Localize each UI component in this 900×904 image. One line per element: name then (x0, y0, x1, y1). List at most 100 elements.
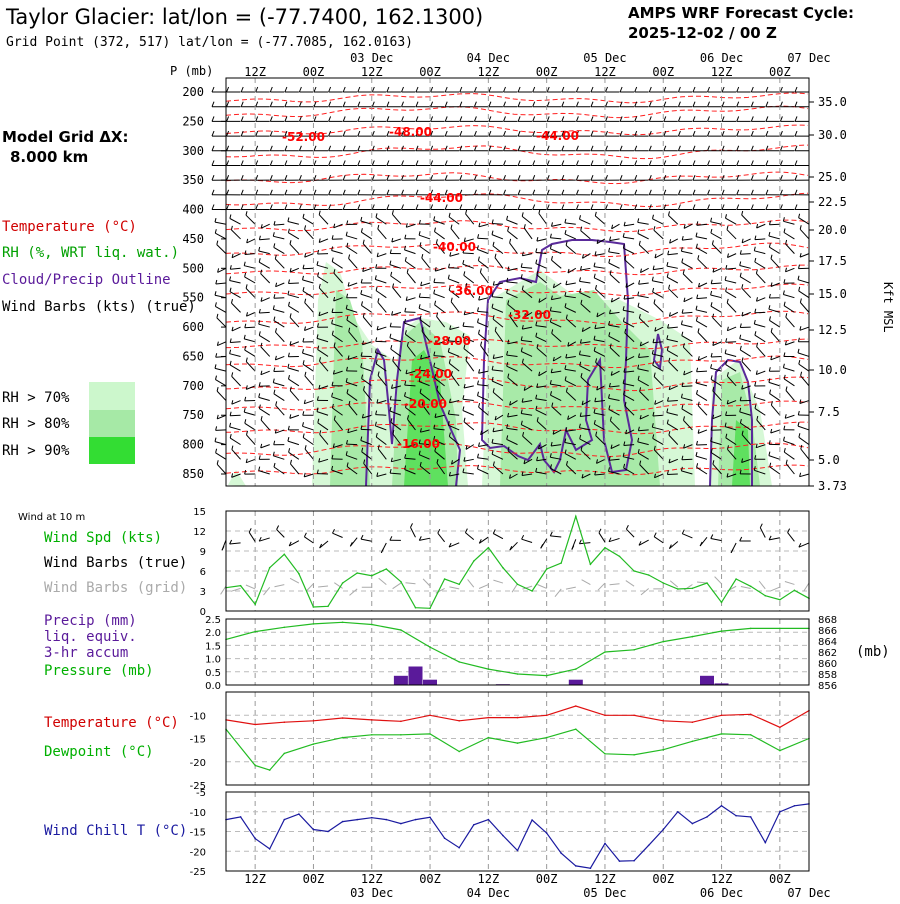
wind-barb-flag (784, 229, 785, 233)
wind-barb-flag (244, 408, 245, 412)
wind-barb-staff (347, 444, 358, 445)
wind-barb-flag (256, 131, 258, 136)
wind-barb-flag (504, 205, 506, 210)
wind-barb-staff (784, 379, 794, 386)
wind-barb-flag (620, 190, 622, 195)
wind-barb-flag (288, 437, 289, 441)
wind-barb-flag (460, 161, 462, 166)
wind-barb-flag (460, 87, 462, 92)
wind-chill-line-point (371, 817, 373, 819)
wind-barb-flag (376, 287, 377, 291)
wind-barb-staff (595, 216, 605, 224)
wind-barb-flag (303, 276, 304, 280)
wind-barb-staff (711, 356, 721, 357)
temp-label: -24.00 (409, 367, 452, 381)
wind-barb-flag (780, 116, 782, 121)
wind-barb-flag (795, 205, 797, 210)
height-tick: 12.5 (818, 323, 847, 337)
wind-barb-staff (361, 232, 371, 239)
wind-barb-flag (799, 433, 800, 437)
dewpoint-line-point (604, 753, 606, 755)
wind-barb-flag (274, 368, 275, 372)
temperature-line-point (546, 715, 548, 717)
wind-barb-flag (463, 322, 464, 326)
wind-barb-staff (799, 437, 809, 444)
temperature-line-point (313, 720, 315, 722)
wind-barb-flag (463, 260, 464, 264)
wind-barb-staff (288, 222, 299, 225)
bottom-time-tick: 12Z (711, 872, 733, 886)
wind-barb-flag (416, 87, 418, 92)
wind-barb-staff (800, 229, 809, 239)
wind-barb-flag (708, 102, 710, 107)
wind-barb-flag (784, 302, 785, 306)
wind-barb-flag (755, 382, 756, 386)
temperature-line-point (517, 717, 519, 719)
wind-barb-flag (245, 273, 246, 277)
grid-barb (626, 581, 634, 587)
wind-barb-flag (562, 190, 564, 195)
wind-barb-staff (711, 295, 722, 298)
pressure-line-point (371, 624, 373, 626)
wind-barb-staff (800, 327, 809, 330)
wind-barb-staff (798, 353, 809, 357)
wind-chill-line-point (254, 838, 256, 840)
precip-y-axis: 2.52.01.51.00.50.0 (205, 615, 221, 692)
wind-barb-staff (492, 235, 503, 239)
height-tick: 25.0 (818, 170, 847, 184)
wind-panel-label: Wind at 10 m (18, 512, 85, 523)
wind-barb-staff (259, 335, 269, 341)
wind-barb-flag (766, 190, 768, 195)
grid-barb (379, 578, 387, 584)
true-barb-flag (682, 530, 684, 534)
wind-chill-line-point (604, 843, 606, 845)
wind-barb-staff (361, 429, 372, 430)
wind-barb-flag (649, 116, 651, 121)
wind-barb-flag (711, 229, 712, 233)
wind-barb-flag (635, 190, 637, 195)
wind-barb-flag (576, 161, 578, 166)
wind-barb-staff (771, 356, 780, 359)
wind-barb-flag (722, 205, 724, 210)
wind-barb-staff (524, 228, 532, 239)
wind-barb-flag (431, 102, 433, 107)
wind-barb-flag (230, 412, 231, 416)
grid-barb (246, 585, 255, 589)
wind-barb-flag (241, 87, 243, 92)
wind-barb-staff (565, 234, 576, 239)
wind-barb-staff (245, 350, 255, 356)
wind-barb-flag (591, 161, 593, 166)
wind-barb-flag (303, 287, 304, 291)
wind-barb-flag (780, 161, 782, 166)
wind-barb-staff (346, 236, 357, 239)
wind-barb-flag (683, 270, 684, 274)
pressure-tick: 750 (182, 408, 204, 422)
wind-barb-staff (217, 245, 226, 254)
wind-barb-staff (755, 239, 765, 240)
wind-barb-staff (332, 251, 343, 254)
pressure-line-point (546, 675, 548, 677)
wind-barb-flag (274, 221, 275, 225)
wind-barb-flag (727, 226, 728, 230)
wind-barb-flag (786, 240, 787, 244)
dewpoint-line-point (721, 733, 723, 735)
grid-barb (423, 579, 430, 586)
wind-barb-flag (375, 275, 376, 279)
wind-barb-flag (305, 225, 306, 229)
wind-barb-flag (755, 331, 756, 335)
true-barb (361, 539, 372, 541)
wind-barb-flag (770, 316, 771, 320)
wind-barb-flag (536, 248, 537, 252)
wind-speed-series (225, 516, 810, 610)
wind-barb-staff (580, 219, 591, 224)
wind-barb-staff (390, 400, 401, 401)
grid-barb (741, 587, 751, 589)
wind-barb-flag (518, 131, 520, 136)
wind-barb-flag (305, 372, 306, 376)
true-barb (333, 533, 343, 537)
wind-barb-staff (276, 405, 285, 415)
wind-barb-flag (664, 161, 666, 166)
wind-speed-line-point (415, 607, 417, 609)
grid-point-subtitle: Grid Point (372, 517) lat/lon = (-77.708… (6, 35, 413, 50)
